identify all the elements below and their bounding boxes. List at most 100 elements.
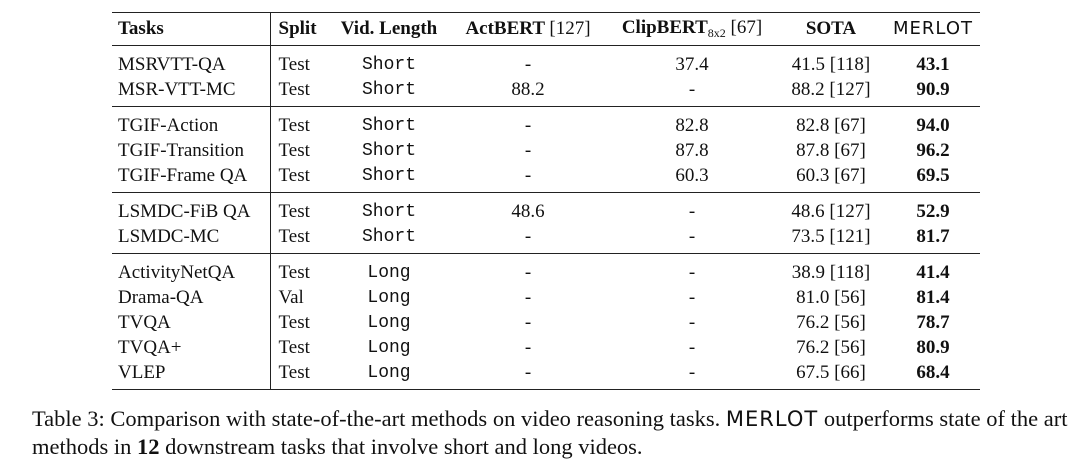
header-reference: [127] — [549, 18, 591, 39]
column-header: Vid. Length — [330, 13, 448, 46]
table-cell: Test — [278, 53, 310, 75]
table-cell: MSR-VTT-MC — [112, 77, 271, 107]
table-cell: 82.8 — [675, 114, 709, 136]
table-cell: 81.0 [56] — [796, 286, 866, 308]
table-cell: 76.2 [56] — [796, 336, 866, 358]
table-cell: TGIF-Transition — [112, 138, 271, 163]
table-cell: 82.8 [67] — [796, 114, 866, 136]
table-cell: 43.1 — [916, 53, 950, 75]
table-cell: 88.2 — [511, 78, 545, 100]
table-row: LSMDC-FiB QA Test Short 48.6 - 48.6 [127] 52.9 — [112, 192, 980, 224]
caption-label: Table 3: — [32, 406, 105, 431]
table-cell: Long — [367, 287, 411, 308]
table-cell: 88.2 [127] — [791, 78, 871, 100]
table-cell: 67.5 [66] — [796, 361, 866, 383]
table-row: LSMDC-MC Test Short - - 73.5 [121] 81.7 — [112, 224, 980, 254]
table-cell: 60.3 — [675, 164, 709, 186]
header-row: Tasks Split Vid. Length ActBERT [127] ClipBE… — [112, 12, 980, 46]
table-cell: Short — [361, 226, 416, 247]
table-cell: Test — [278, 361, 310, 383]
caption-text: downstream tasks that involve short and … — [165, 434, 643, 459]
row-group: MSRVTT-QA Test Short - 37.4 41.5 [118] 43.1 MSR… — [112, 45, 980, 107]
table-cell: - — [524, 53, 532, 75]
table-cell: - — [688, 311, 696, 333]
table-cell: 94.0 — [916, 114, 950, 136]
table-cell: Test — [278, 164, 310, 186]
table-cell: Short — [361, 165, 416, 186]
column-header: ActBERT [127] — [448, 13, 608, 46]
table-cell: Test — [278, 261, 310, 283]
table-cell: 87.8 — [675, 139, 709, 161]
header-name: MERLOT — [893, 18, 973, 39]
table-cell: 37.4 — [675, 53, 709, 75]
table-cell: Test — [278, 114, 310, 136]
table-cell: 41.5 [118] — [791, 53, 871, 75]
table-cell: TGIF-Frame QA — [112, 163, 271, 193]
table-cell: LSMDC-FiB QA — [112, 192, 271, 224]
table-cell: 48.6 [127] — [791, 200, 871, 222]
table-cell: MSRVTT-QA — [112, 45, 271, 77]
table-cell: TVQA+ — [112, 335, 271, 360]
table-cell: Test — [278, 200, 310, 222]
table-row: TGIF-Action Test Short - 82.8 82.8 [67] 94.0 — [112, 106, 980, 138]
table-cell: TVQA — [112, 310, 271, 335]
table-cell: Short — [361, 79, 416, 100]
table-cell: Test — [278, 139, 310, 161]
table-row: Drama-QA Val Long - - 81.0 [56] 81.4 — [112, 285, 980, 310]
header-name: SOTA — [805, 18, 857, 39]
table-cell: - — [688, 261, 696, 283]
column-header: ClipBERT8x2 [67] — [608, 13, 776, 46]
table-cell: 78.7 — [916, 311, 950, 333]
table-cell: Short — [361, 140, 416, 161]
table-cell: Short — [361, 201, 416, 222]
table-cell: Long — [367, 337, 411, 358]
table-cell: 90.9 — [916, 78, 950, 100]
header-reference: [67] — [730, 17, 763, 38]
table-cell: Long — [367, 262, 411, 283]
table-row: ActivityNetQA Test Long - - 38.9 [118] 41.4 — [112, 253, 980, 285]
table-cell: 73.5 [121] — [791, 225, 871, 247]
table-cell: LSMDC-MC — [112, 224, 271, 254]
table-cell: 87.8 [67] — [796, 139, 866, 161]
table-cell: 96.2 — [916, 139, 950, 161]
table-cell: - — [524, 164, 532, 186]
table-cell: - — [524, 361, 532, 383]
table-cell: Val — [278, 286, 304, 308]
caption-text: Comparison with state-of-the-art methods… — [110, 406, 721, 431]
table-cell: - — [688, 361, 696, 383]
table-cell: 68.4 — [916, 361, 950, 383]
table-row: MSRVTT-QA Test Short - 37.4 41.5 [118] 43.1 — [112, 45, 980, 77]
table-cell: - — [524, 261, 532, 283]
table-row: TVQA Test Long - - 76.2 [56] 78.7 — [112, 310, 980, 335]
header-subscript: 8x2 — [707, 26, 726, 40]
table-cell: 41.4 — [916, 261, 950, 283]
caption-text: outperforms state of the art methods in — [32, 406, 1068, 459]
table-cell: 69.5 — [916, 164, 950, 186]
table-cell: VLEP — [112, 360, 271, 390]
header-name: ActBERT — [465, 18, 545, 39]
model-name: MERLOT — [725, 407, 819, 431]
table-cell: - — [688, 225, 696, 247]
table-cell: 76.2 [56] — [796, 311, 866, 333]
table-cell: 81.7 — [916, 225, 950, 247]
table-cell: 81.4 — [916, 286, 950, 308]
table-cell: 52.9 — [916, 200, 950, 222]
table-cell: 38.9 [118] — [791, 261, 871, 283]
table-cell: Test — [278, 336, 310, 358]
table-row: TGIF-Frame QA Test Short - 60.3 60.3 [67] 69.5 — [112, 163, 980, 193]
caption: Table 3: Comparison with state-of-the-ar… — [32, 405, 1072, 460]
header-name: ClipBERT — [621, 17, 708, 38]
table-cell: Long — [367, 312, 411, 333]
table-cell: Drama-QA — [112, 285, 271, 310]
column-header: SOTA — [776, 13, 886, 46]
table-cell: - — [524, 286, 532, 308]
table-cell: - — [688, 200, 696, 222]
table-cell: Long — [367, 362, 411, 383]
header-name: Vid. Length — [340, 18, 438, 39]
table-header: Tasks Split Vid. Length ActBERT [127] ClipBE… — [112, 12, 980, 46]
table-cell: TGIF-Action — [112, 106, 271, 138]
table-cell: - — [688, 286, 696, 308]
table-cell: - — [524, 311, 532, 333]
table-cell: - — [524, 139, 532, 161]
